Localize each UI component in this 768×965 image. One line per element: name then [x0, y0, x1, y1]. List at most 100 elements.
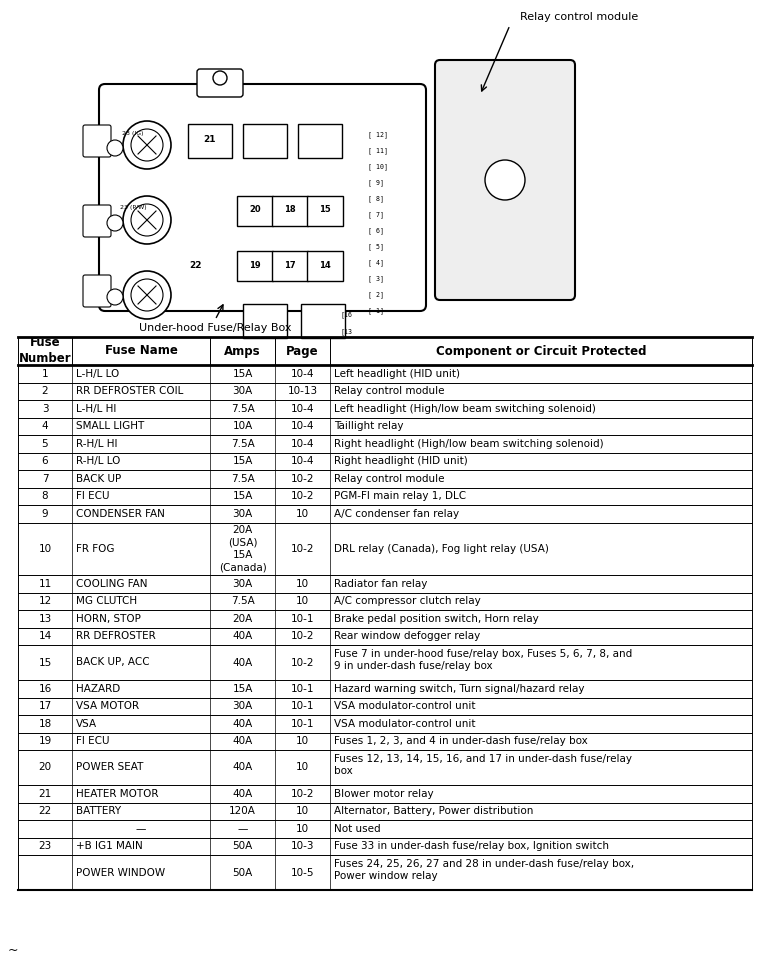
Text: A/C compressor clutch relay: A/C compressor clutch relay [334, 596, 481, 606]
Text: R-H/L HI: R-H/L HI [76, 439, 118, 449]
Text: 15A: 15A [232, 684, 253, 694]
Text: [13: [13 [340, 329, 352, 336]
Text: Fuses 12, 13, 14, 15, 16, and 17 in under-dash fuse/relay
box: Fuses 12, 13, 14, 15, 16, and 17 in unde… [334, 754, 632, 777]
Text: 21: 21 [38, 788, 51, 799]
Text: 7.5A: 7.5A [230, 439, 254, 449]
Text: Right headlight (High/low beam switching solenoid): Right headlight (High/low beam switching… [334, 439, 604, 449]
Text: Component or Circuit Protected: Component or Circuit Protected [435, 345, 646, 357]
Text: 23: 23 [38, 841, 51, 851]
Text: 7.5A: 7.5A [230, 596, 254, 606]
Bar [243, 304, 287, 338]
Circle shape [107, 140, 123, 156]
Text: 10: 10 [296, 509, 309, 519]
Text: 10-2: 10-2 [291, 631, 314, 642]
Text: 22: 22 [189, 261, 201, 269]
Text: 10: 10 [296, 736, 309, 746]
Text: 10: 10 [38, 543, 51, 554]
Text: 10-4: 10-4 [291, 422, 314, 431]
Text: RR DEFROSTER: RR DEFROSTER [76, 631, 156, 642]
Text: 20: 20 [38, 762, 51, 773]
Text: 10-2: 10-2 [291, 543, 314, 554]
Text: 10A: 10A [233, 422, 253, 431]
Circle shape [107, 215, 123, 231]
Bar [272, 251, 308, 281]
Text: 23 (IG): 23 (IG) [122, 131, 144, 136]
Text: L-H/L HI: L-H/L HI [76, 403, 117, 414]
Text: Left headlight (HID unit): Left headlight (HID unit) [334, 369, 460, 378]
Text: 40A: 40A [233, 719, 253, 729]
Text: HAZARD: HAZARD [76, 684, 121, 694]
Text: 10: 10 [296, 806, 309, 816]
Text: 120A: 120A [229, 806, 256, 816]
Text: 20A: 20A [233, 614, 253, 623]
Text: VSA modulator-control unit: VSA modulator-control unit [334, 702, 475, 711]
Text: DRL relay (Canada), Fog light relay (USA): DRL relay (Canada), Fog light relay (USA… [334, 543, 549, 554]
Text: COOLING FAN: COOLING FAN [76, 579, 147, 589]
Text: Brake pedal position switch, Horn relay: Brake pedal position switch, Horn relay [334, 614, 538, 623]
Text: Relay control module: Relay control module [334, 386, 445, 397]
Text: FI ECU: FI ECU [76, 736, 110, 746]
Circle shape [131, 279, 163, 311]
Text: 10: 10 [296, 762, 309, 773]
Text: 7: 7 [41, 474, 48, 483]
Bar [237, 251, 273, 281]
Text: +B IG1 MAIN: +B IG1 MAIN [76, 841, 143, 851]
Text: Rear window defogger relay: Rear window defogger relay [334, 631, 480, 642]
Text: 14: 14 [38, 631, 51, 642]
Text: 12: 12 [38, 596, 51, 606]
Text: R-H/L LO: R-H/L LO [76, 456, 121, 466]
Text: 15A: 15A [232, 491, 253, 501]
Text: Relay control module: Relay control module [334, 474, 445, 483]
FancyBboxPatch shape [83, 275, 111, 307]
Text: 40A: 40A [233, 631, 253, 642]
Text: 10-1: 10-1 [291, 684, 314, 694]
Text: BACK UP, ACC: BACK UP, ACC [76, 657, 150, 668]
Text: 10-4: 10-4 [291, 439, 314, 449]
Text: 4: 4 [41, 422, 48, 431]
Text: 19: 19 [249, 261, 261, 269]
Text: [ 8]: [ 8] [368, 196, 384, 203]
Text: 30A: 30A [233, 386, 253, 397]
Text: 1: 1 [41, 369, 48, 378]
Text: VSA MOTOR: VSA MOTOR [76, 702, 139, 711]
Text: 30A: 30A [233, 702, 253, 711]
Text: BACK UP: BACK UP [76, 474, 121, 483]
Text: 10-4: 10-4 [291, 456, 314, 466]
Text: Fuse
Number: Fuse Number [18, 337, 71, 366]
Text: CONDENSER FAN: CONDENSER FAN [76, 509, 165, 519]
Text: MG CLUTCH: MG CLUTCH [76, 596, 137, 606]
Bar [272, 196, 308, 226]
Text: 30A: 30A [233, 509, 253, 519]
Text: 10-2: 10-2 [291, 474, 314, 483]
FancyBboxPatch shape [83, 125, 111, 157]
Text: Under-hood Fuse/Relay Box: Under-hood Fuse/Relay Box [139, 323, 291, 333]
Text: Fuses 24, 25, 26, 27 and 28 in under-dash fuse/relay box,
Power window relay: Fuses 24, 25, 26, 27 and 28 in under-das… [334, 859, 634, 881]
Text: [ 12]: [ 12] [368, 131, 388, 138]
Text: VSA modulator-control unit: VSA modulator-control unit [334, 719, 475, 729]
Text: 6: 6 [41, 456, 48, 466]
Text: FI ECU: FI ECU [76, 491, 110, 501]
Text: [ 5]: [ 5] [368, 243, 384, 250]
Text: Radiator fan relay: Radiator fan relay [334, 579, 427, 589]
Text: 21: 21 [204, 135, 217, 145]
Text: Page: Page [286, 345, 319, 357]
Text: 10-4: 10-4 [291, 403, 314, 414]
Text: 50A: 50A [233, 868, 253, 877]
Text: 30A: 30A [233, 579, 253, 589]
Text: Relay control module: Relay control module [520, 12, 638, 22]
Text: 9: 9 [41, 509, 48, 519]
Circle shape [485, 160, 525, 200]
Text: BATTERY: BATTERY [76, 806, 121, 816]
Text: 15: 15 [38, 657, 51, 668]
Text: 19: 19 [38, 736, 51, 746]
Text: Left headlight (High/low beam switching solenoid): Left headlight (High/low beam switching … [334, 403, 596, 414]
Text: 50A: 50A [233, 841, 253, 851]
Circle shape [123, 121, 171, 169]
Text: [ 4]: [ 4] [368, 260, 384, 266]
Text: POWER WINDOW: POWER WINDOW [76, 868, 165, 877]
Text: [16: [16 [340, 312, 352, 318]
Text: 17: 17 [284, 261, 296, 269]
Text: 10: 10 [296, 596, 309, 606]
Text: FR FOG: FR FOG [76, 543, 114, 554]
Text: Not used: Not used [334, 824, 381, 834]
